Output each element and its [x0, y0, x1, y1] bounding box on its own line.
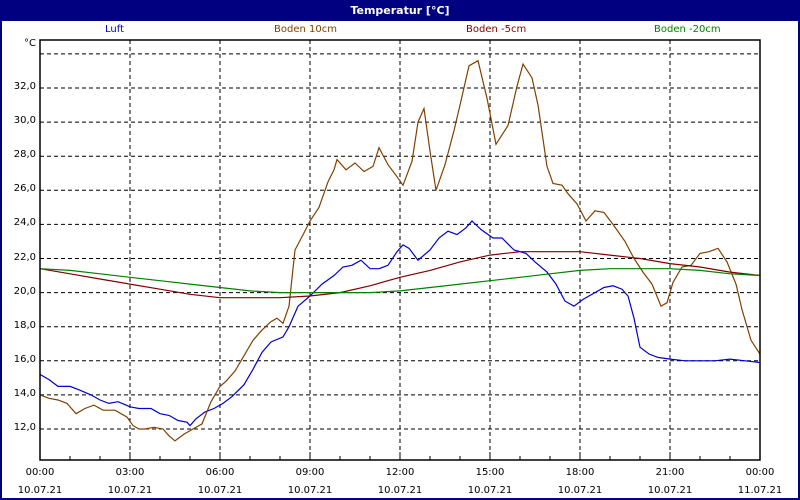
- x-tick-time: 00:00: [25, 467, 55, 478]
- y-tick-label: 28,0: [13, 149, 36, 161]
- x-tick-time: 21:00: [655, 467, 685, 478]
- series-boden-20cm: [39, 268, 761, 294]
- x-tick-label: 03:00 10.07.21: [100, 464, 160, 500]
- x-tick-date: 10.07.21: [17, 485, 63, 496]
- y-axis-unit: °C: [24, 38, 36, 49]
- x-tick-time: 09:00: [295, 467, 325, 478]
- y-tick-label: 16,0: [13, 353, 36, 365]
- x-tick-time: 06:00: [205, 467, 235, 478]
- y-tick-label: 12,0: [13, 422, 36, 433]
- x-tick-time: 12:00: [385, 467, 415, 478]
- y-tick-label: 18,0: [13, 319, 36, 331]
- x-tick-label: 21:00 10.07.21: [640, 464, 700, 500]
- x-tick-date: 10.07.21: [107, 485, 153, 496]
- x-tick-date: 10.07.21: [467, 485, 513, 496]
- y-tick-label: 24,0: [13, 217, 36, 229]
- y-tick-label: 26,0: [13, 183, 36, 195]
- series-luft: [39, 220, 761, 427]
- x-tick-date: 10.07.21: [197, 485, 243, 496]
- legend-item: Boden 10cm: [274, 24, 337, 35]
- chart-title: Temperatur [°C]: [2, 2, 798, 21]
- legend-item: Boden -5cm: [466, 24, 527, 35]
- x-tick-time: 18:00: [565, 467, 595, 478]
- x-tick-label: 18:00 10.07.21: [550, 464, 610, 500]
- series-boden-5cm: [39, 251, 761, 299]
- x-tick-label: 06:00 10.07.21: [190, 464, 250, 500]
- series-boden-10cm: [39, 59, 761, 442]
- x-tick-time: 15:00: [475, 467, 505, 478]
- x-tick-label: 12:00 10.07.21: [370, 464, 430, 500]
- legend-item: Boden -20cm: [654, 24, 721, 35]
- y-tick-label: 30,0: [13, 115, 36, 127]
- x-tick-label: 00:00 10.07.21: [10, 464, 70, 500]
- x-tick-date: 10.07.21: [557, 485, 603, 496]
- x-tick-label: 15:00 10.07.21: [460, 464, 520, 500]
- plot-border: [39, 39, 761, 461]
- y-tick-label: 32,0: [13, 81, 36, 92]
- x-tick-date: 10.07.21: [647, 485, 693, 496]
- x-tick-date: 10.07.21: [287, 485, 333, 496]
- y-tick-label: 22,0: [13, 251, 36, 263]
- legend-item: Luft: [105, 24, 124, 35]
- x-tick-date: 11.07.21: [737, 485, 783, 496]
- x-tick-time: 00:00: [745, 467, 775, 478]
- x-tick-label: 09:00 10.07.21: [280, 464, 340, 500]
- y-tick-label: 14,0: [13, 387, 36, 399]
- y-tick-label: 20,0: [13, 285, 36, 297]
- x-tick-label: 00:00 11.07.21: [730, 464, 790, 500]
- x-tick-time: 03:00: [115, 467, 145, 478]
- x-tick-date: 10.07.21: [377, 485, 423, 496]
